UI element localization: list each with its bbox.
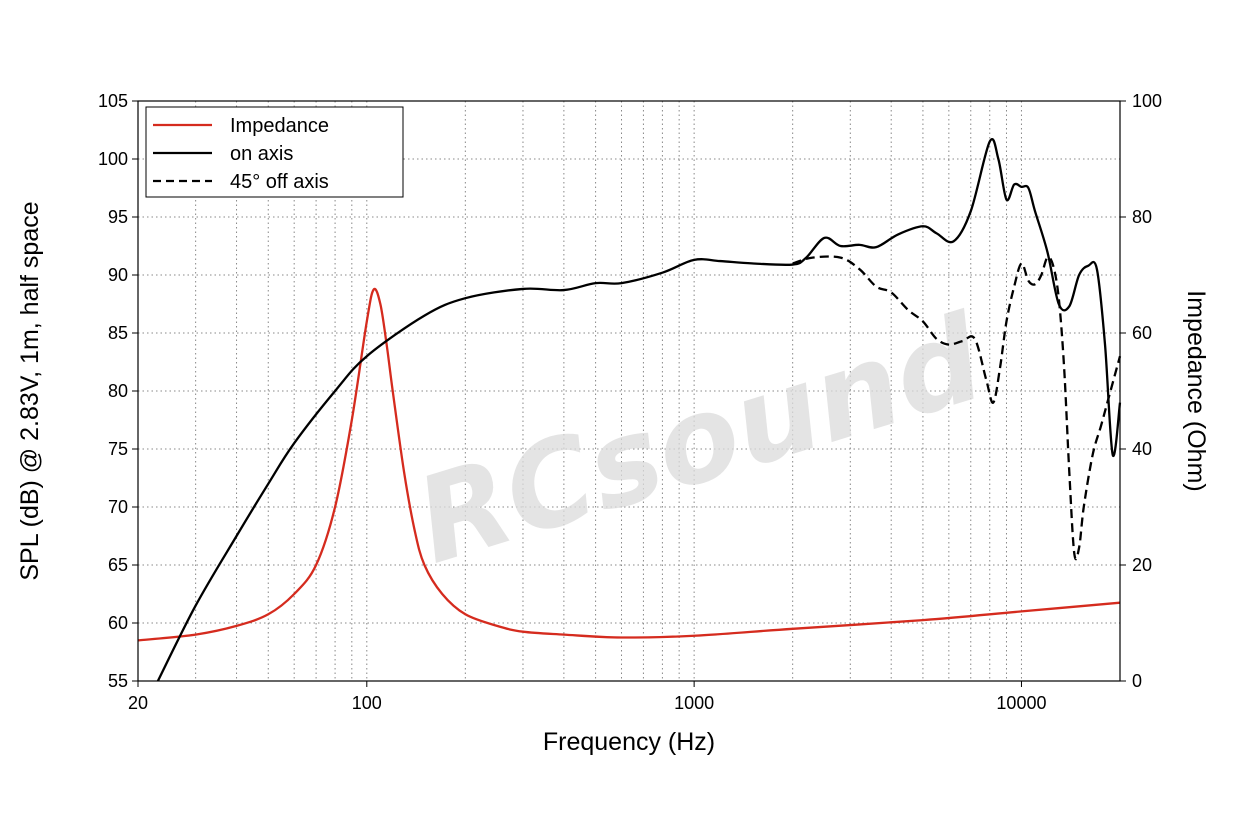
x-tick-label: 100 — [352, 693, 382, 713]
series-line-45-off-axis — [792, 255, 1122, 561]
x-tick-label: 10000 — [996, 693, 1046, 713]
y2-tick-label: 100 — [1132, 91, 1162, 111]
y-tick-label: 80 — [108, 381, 128, 401]
x-axis-title: Frequency (Hz) — [543, 728, 715, 756]
legend-label-on-axis: on axis — [230, 143, 293, 165]
y2-tick-label: 40 — [1132, 439, 1152, 459]
y-tick-label: 90 — [108, 265, 128, 285]
y-tick-label: 105 — [98, 91, 128, 111]
y-tick-label: 95 — [108, 207, 128, 227]
y-axis-title: SPL (dB) @ 2.83V, 1m, half space — [16, 201, 44, 580]
watermark: RCsound — [401, 288, 999, 590]
legend-label-45-off-axis: 45° off axis — [230, 171, 329, 193]
legend-label-impedance: Impedance — [230, 115, 329, 137]
y-tick-label: 65 — [108, 555, 128, 575]
grid — [138, 101, 1120, 681]
series-line-impedance — [137, 287, 1121, 642]
y-tick-label: 60 — [108, 613, 128, 633]
y2-tick-label: 0 — [1132, 671, 1142, 691]
y-tick-label: 100 — [98, 149, 128, 169]
y-tick-label: 85 — [108, 323, 128, 343]
y-tick-label: 75 — [108, 439, 128, 459]
y2-tick-label: 80 — [1132, 207, 1152, 227]
y-tick-label: 55 — [108, 671, 128, 691]
x-tick-label: 20 — [128, 693, 148, 713]
y2-axis-title: Impedance (Ohm) — [1182, 290, 1210, 491]
watermark-text: RCsound — [401, 288, 999, 590]
y2-tick-label: 60 — [1132, 323, 1152, 343]
plot-series — [137, 138, 1122, 682]
legend: Impedance on axis 45° off axis — [145, 106, 404, 198]
y2-tick-label: 20 — [1132, 555, 1152, 575]
y-tick-label: 70 — [108, 497, 128, 517]
axis-ticks: 55 60 65 70 75 80 85 90 95 100 105 0 20 40 60 80 100 20 10… — [98, 91, 1162, 713]
x-tick-label: 1000 — [674, 693, 714, 713]
